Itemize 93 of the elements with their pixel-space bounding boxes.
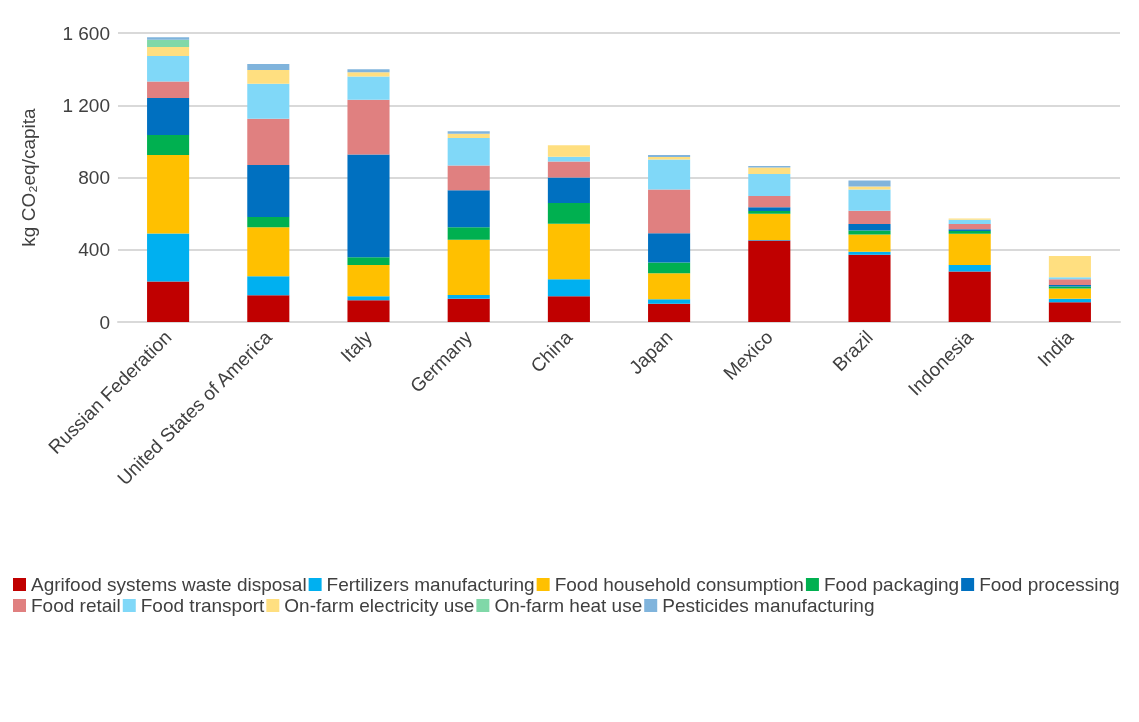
bar (147, 135, 190, 155)
y-tick-label: 0 (99, 311, 110, 333)
bar (748, 173, 791, 197)
bar (547, 156, 590, 162)
legend-label: Pesticides manufacturing (662, 595, 875, 616)
y-tick-label: 800 (78, 167, 110, 188)
bar (347, 72, 390, 77)
bar (648, 233, 691, 263)
bar (1048, 256, 1091, 278)
bar (147, 56, 190, 82)
bar (748, 213, 791, 240)
bar (347, 76, 390, 100)
bar (848, 224, 891, 231)
bar (147, 47, 190, 57)
bar (447, 227, 490, 240)
bar (948, 233, 991, 266)
bar (648, 303, 691, 322)
bar (247, 63, 290, 71)
bar (447, 298, 490, 322)
bar (247, 83, 290, 119)
bar (948, 219, 991, 225)
bar (948, 271, 991, 322)
bar (247, 70, 290, 84)
legend-label: Fertilizers manufacturing (326, 574, 535, 595)
bar (147, 281, 190, 322)
bar (447, 165, 490, 191)
bar (948, 224, 991, 230)
y-tick-label: 400 (78, 239, 110, 261)
bar (247, 227, 290, 277)
bar (347, 296, 390, 301)
bar (648, 299, 691, 304)
bar (347, 257, 390, 266)
bar (748, 196, 791, 208)
bar (848, 234, 891, 252)
bar (147, 233, 190, 282)
x-tick-label: Italy (336, 326, 377, 367)
bar (748, 167, 791, 174)
legend-label: Food transport (140, 595, 266, 616)
bar (447, 190, 490, 228)
legend-label: Food retail (31, 595, 121, 616)
bar (547, 296, 590, 322)
bar (147, 39, 190, 48)
bar (447, 131, 490, 134)
bar (347, 99, 390, 155)
bar (447, 133, 490, 139)
y-tick-label: 1 600 (62, 22, 110, 44)
bar (547, 202, 590, 224)
bar (1048, 302, 1091, 322)
bar (748, 211, 791, 214)
bar (347, 300, 390, 322)
bar (648, 159, 691, 190)
bar (247, 276, 290, 296)
y-tick-label: 1 200 (62, 94, 110, 116)
bar (547, 223, 590, 280)
bar (247, 217, 290, 228)
bar (147, 98, 190, 136)
legend-label: Food processing (979, 574, 1120, 595)
bar (247, 295, 290, 322)
bar (447, 138, 490, 166)
legend-label: Food packaging (823, 574, 960, 595)
bar (848, 189, 891, 211)
bar (147, 81, 190, 99)
bar (247, 118, 290, 166)
bar (948, 265, 991, 272)
bar (848, 180, 891, 187)
bar (247, 165, 290, 218)
bar (648, 262, 691, 274)
bar (748, 207, 791, 212)
legend-label: Agrifood systems waste disposal (31, 574, 307, 595)
bar (848, 230, 891, 235)
bar (347, 69, 390, 73)
legend-label: On-farm electricity use (284, 595, 475, 616)
bar (547, 177, 590, 203)
bar (147, 37, 190, 40)
legend-label: On-farm heat use (494, 595, 643, 616)
bar (648, 189, 691, 234)
bar (547, 279, 590, 297)
bar (848, 210, 891, 225)
y-axis-title: kg CO₂eq/capita (18, 107, 39, 247)
bar (547, 161, 590, 178)
bar (1048, 279, 1091, 285)
bar (1048, 288, 1091, 299)
bar (347, 154, 390, 258)
bar (447, 239, 490, 295)
bar (848, 254, 891, 322)
bar (748, 240, 791, 322)
bar (648, 273, 691, 300)
bar (848, 251, 891, 255)
bar (547, 145, 590, 157)
legend-label: Food household consumption (554, 574, 804, 595)
bar (347, 265, 390, 297)
bar (147, 154, 190, 234)
bar (447, 294, 490, 299)
